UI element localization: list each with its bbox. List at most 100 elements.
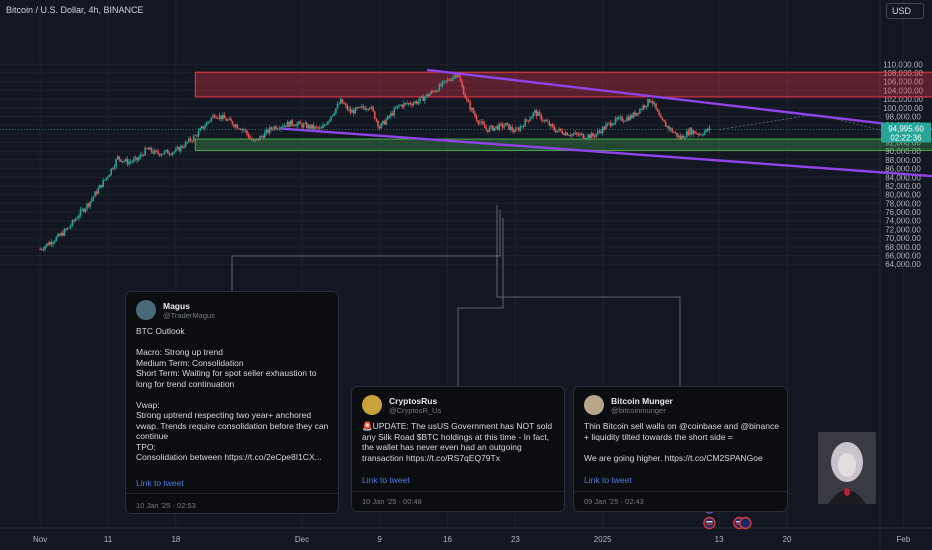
candle-body: [493, 127, 496, 131]
candle-body: [233, 124, 235, 127]
candle-body: [645, 105, 648, 108]
link-to-tweet[interactable]: Link to tweet: [584, 475, 632, 485]
candle-body: [362, 106, 365, 108]
candle-body: [320, 127, 323, 129]
candle-body: [86, 203, 88, 209]
candle-body: [512, 130, 515, 133]
candle-body: [398, 105, 400, 106]
candle-body: [147, 147, 150, 150]
candle-body: [432, 90, 434, 92]
x-tick-label: 13: [715, 535, 724, 544]
candle-body: [40, 249, 43, 250]
candle-body: [474, 113, 476, 117]
candle-body: [592, 133, 594, 137]
candle-body: [199, 128, 201, 131]
candle-body: [137, 157, 140, 161]
candle-body: [63, 229, 66, 236]
candle-body: [506, 123, 509, 124]
candle-body: [382, 120, 384, 124]
candle-body: [561, 130, 564, 134]
candle-body: [220, 115, 222, 120]
candle-body: [338, 103, 340, 105]
candle-body: [241, 129, 243, 131]
candle-body: [608, 122, 610, 124]
candle-body: [76, 218, 79, 219]
candle-body: [504, 123, 507, 126]
tweet-card-bitcoin-munger[interactable]: Bitcoin Munger @bitcoinmunger Thin Bitco…: [573, 386, 788, 512]
tweet-card-magus[interactable]: Magus @TraderMagus BTC Outlook Macro: St…: [125, 291, 339, 514]
candle-body: [120, 159, 122, 162]
candle-body: [61, 232, 64, 236]
candle-body: [475, 116, 478, 121]
candle-body: [131, 161, 134, 163]
candle-body: [97, 188, 100, 194]
candle-body: [146, 147, 148, 149]
candle-body: [306, 123, 308, 129]
divider: [352, 491, 564, 492]
candle-body: [133, 158, 135, 162]
candle-body: [230, 118, 232, 122]
candle-body: [336, 103, 339, 109]
candle-body: [136, 157, 138, 161]
candle-body: [327, 121, 329, 125]
candle-body: [692, 130, 695, 135]
candle-body: [246, 130, 248, 135]
candle-body: [369, 107, 371, 110]
candle-body: [223, 114, 226, 119]
candle-body: [555, 130, 557, 133]
candle-body: [364, 107, 366, 110]
link-to-tweet[interactable]: Link to tweet: [136, 478, 184, 488]
currency-button[interactable]: USD: [886, 3, 924, 19]
candle-body: [461, 81, 463, 87]
candle-body: [44, 246, 46, 250]
candle-body: [577, 134, 580, 136]
candle-body: [322, 125, 324, 129]
candle-body: [511, 126, 513, 131]
candle-body: [92, 196, 95, 199]
candle-body: [658, 111, 661, 116]
candle-body: [100, 184, 103, 188]
candle-body: [157, 151, 159, 154]
link-to-tweet[interactable]: Link to tweet: [362, 475, 410, 485]
candle-body: [74, 218, 77, 221]
candle-body: [548, 122, 551, 126]
candle-body: [55, 237, 58, 242]
candle-body: [58, 234, 61, 236]
candle-body: [84, 208, 87, 212]
candle-body: [399, 104, 402, 106]
candle-body: [428, 93, 431, 97]
candle-body: [317, 127, 319, 129]
candle-body: [257, 138, 260, 141]
candle-body: [356, 107, 358, 109]
candle-body: [173, 151, 176, 153]
candle-body: [79, 209, 82, 216]
x-tick-label: Nov: [33, 535, 47, 544]
candle-body: [171, 152, 174, 155]
candle-body: [472, 108, 475, 114]
candle-body: [694, 130, 696, 134]
candle-body: [525, 119, 528, 121]
candle-body: [231, 121, 234, 125]
candle-body: [634, 112, 636, 116]
candle-body: [669, 128, 672, 130]
candle-body: [453, 75, 455, 78]
candle-body: [186, 141, 189, 143]
candle-body: [170, 154, 172, 156]
supply-zone: [194, 71, 932, 98]
candle-body: [679, 135, 682, 140]
candle-body: [285, 125, 287, 127]
flag-stripe: [706, 523, 713, 525]
candle-body: [514, 129, 517, 133]
candle-body: [409, 103, 412, 105]
candle-body: [598, 130, 601, 132]
candle-body: [406, 103, 408, 104]
portrait-icon: [818, 432, 876, 504]
candle-body: [335, 108, 337, 114]
candle-body: [687, 131, 690, 135]
candle-body: [251, 138, 253, 141]
candle-body: [302, 123, 305, 128]
candle-body: [684, 137, 686, 139]
x-tick-label: Dec: [295, 535, 309, 544]
candle-body: [52, 242, 54, 245]
tweet-card-cryptosrus[interactable]: CryptosRus @CryptosR_Us 🚨UPDATE: The usU…: [351, 386, 565, 512]
